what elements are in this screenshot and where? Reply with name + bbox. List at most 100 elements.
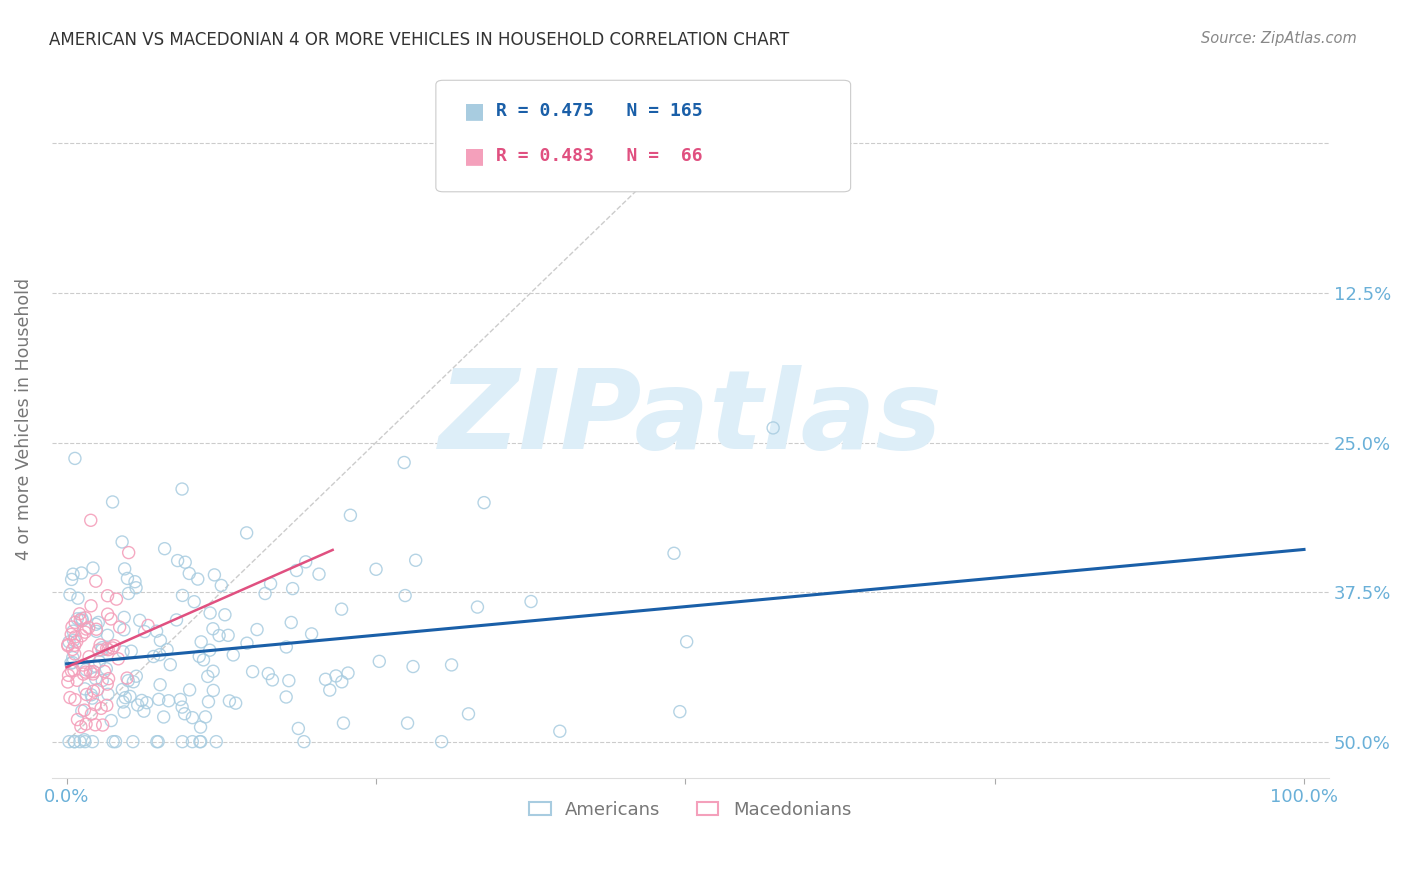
Point [156, 642, 179, 657]
Point [675, 634, 697, 648]
Point [62, 633, 84, 648]
Point [83, 665, 105, 679]
Point [218, 694, 240, 708]
Point [86, 682, 108, 697]
Point [332, 716, 354, 731]
Point [69, 607, 91, 621]
Point [193, 653, 215, 667]
Point [82, 561, 104, 575]
Point [89, 655, 111, 669]
Point [124, 574, 146, 589]
Point [157, 694, 180, 708]
Point [114, 562, 136, 576]
Point [91, 640, 114, 655]
Point [73, 625, 96, 640]
Point [82, 734, 104, 748]
Point [217, 628, 239, 642]
Point [77, 620, 100, 634]
Point [181, 711, 204, 725]
Point [70, 611, 93, 625]
Point [337, 666, 360, 681]
Point [56, 675, 79, 690]
Point [75, 622, 97, 636]
Point [174, 555, 197, 569]
Point [198, 643, 221, 657]
Point [77, 649, 100, 664]
Point [294, 555, 316, 569]
Point [132, 704, 155, 718]
Point [62, 567, 84, 582]
Point [172, 734, 194, 748]
Point [280, 615, 302, 630]
Point [190, 635, 212, 649]
Point [63, 664, 86, 678]
Point [281, 582, 304, 596]
Point [72, 667, 94, 681]
Point [166, 553, 188, 567]
Point [93, 665, 115, 679]
Point [159, 657, 181, 672]
Point [80, 707, 103, 722]
Point [125, 669, 148, 683]
Point [188, 649, 211, 664]
Text: R = 0.475   N = 165: R = 0.475 N = 165 [496, 103, 703, 120]
Point [69, 613, 91, 627]
Point [392, 455, 415, 469]
Point [82, 667, 104, 681]
Point [60, 573, 83, 587]
Point [153, 541, 176, 556]
Point [285, 564, 308, 578]
Point [97, 672, 120, 686]
Point [60, 664, 83, 678]
Point [66, 713, 89, 727]
Point [142, 649, 165, 664]
Text: R = 0.483   N =  66: R = 0.483 N = 66 [496, 147, 703, 165]
Point [190, 720, 212, 734]
Point [235, 525, 257, 540]
Legend: Americans, Macedonians: Americans, Macedonians [522, 794, 859, 826]
Point [91, 718, 114, 732]
Point [339, 508, 361, 523]
Point [187, 572, 209, 586]
Point [120, 644, 142, 658]
Point [169, 692, 191, 706]
Point [86, 622, 108, 636]
Point [112, 623, 135, 637]
Point [183, 595, 205, 609]
Point [135, 696, 157, 710]
Point [97, 628, 120, 642]
Point [58, 734, 80, 748]
Point [112, 695, 135, 709]
Point [76, 688, 98, 702]
Point [301, 627, 323, 641]
Point [262, 673, 284, 687]
Point [128, 613, 150, 627]
Point [134, 624, 156, 639]
Point [236, 636, 259, 650]
Point [172, 589, 194, 603]
Point [103, 639, 125, 653]
Point [276, 690, 298, 704]
Point [292, 734, 315, 748]
Point [100, 714, 122, 728]
Point [86, 624, 108, 639]
Point [214, 607, 236, 622]
Text: ZIPatlas: ZIPatlas [439, 365, 942, 472]
Point [402, 659, 425, 673]
Point [84, 698, 107, 712]
Point [66, 634, 89, 648]
Point [101, 734, 124, 748]
Point [63, 647, 86, 661]
Point [60, 620, 83, 634]
Point [62, 656, 84, 670]
Point [84, 672, 107, 686]
Point [197, 669, 219, 683]
Point [467, 600, 489, 615]
Point [63, 615, 86, 630]
Point [111, 535, 134, 549]
Point [172, 700, 194, 714]
Point [117, 571, 139, 585]
Point [325, 669, 347, 683]
Point [84, 718, 107, 732]
Text: ■: ■ [464, 146, 485, 166]
